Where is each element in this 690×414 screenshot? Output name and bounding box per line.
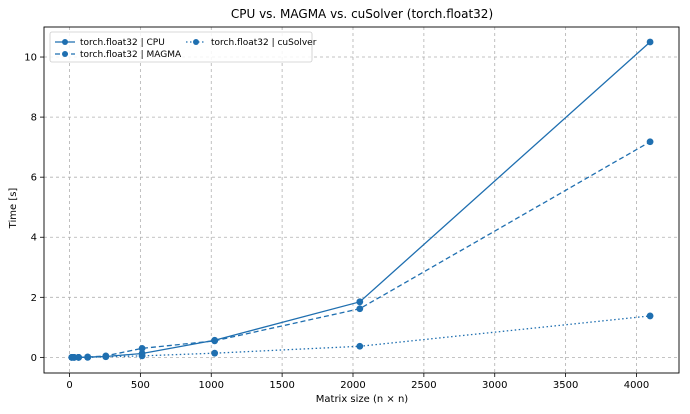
legend-label: torch.float32 | MAGMA — [80, 50, 182, 60]
y-tick-label: 0 — [31, 353, 37, 364]
y-tick-label: 2 — [31, 293, 37, 304]
data-point — [356, 298, 364, 306]
x-tick-label: 1000 — [199, 380, 224, 391]
data-point — [356, 305, 364, 313]
x-tick-label: 3000 — [482, 380, 507, 391]
data-point — [211, 349, 219, 357]
legend-marker — [62, 51, 68, 57]
legend-entry: torch.float32 | cuSolver — [186, 38, 317, 48]
y-axis-label: Time [s] — [8, 188, 19, 230]
y-tick-label: 10 — [24, 53, 37, 64]
data-point — [646, 312, 654, 320]
legend-marker — [193, 39, 199, 45]
legend-box — [49, 31, 313, 63]
x-tick-label: 2000 — [340, 380, 365, 391]
y-tick-label: 6 — [31, 173, 37, 184]
data-point — [356, 342, 364, 350]
series-group — [68, 38, 654, 361]
data-point — [84, 353, 92, 361]
legend-label: torch.float32 | cuSolver — [211, 38, 317, 48]
legend: torch.float32 | CPU torch.float32 | MAGMA… — [49, 31, 317, 63]
x-tick-label: 1500 — [269, 380, 294, 391]
chart-title: CPU vs. MAGMA vs. cuSolver (torch.float3… — [231, 7, 493, 21]
x-tick-label: 2500 — [411, 380, 436, 391]
axes: 0 500 1000 1500 2000 2500 3000 3500 4000 0 2 4 6 8 10 — [24, 26, 680, 391]
x-tick-label: 4000 — [624, 380, 649, 391]
x-tick-label: 0 — [66, 380, 72, 391]
legend-entry: torch.float32 | MAGMA — [55, 50, 182, 60]
x-tick-label: 3500 — [553, 380, 578, 391]
data-point — [211, 337, 219, 345]
data-point — [138, 352, 146, 360]
data-point — [646, 38, 654, 46]
legend-label: torch.float32 | CPU — [80, 38, 165, 48]
series-dotted — [68, 312, 654, 361]
data-point — [102, 353, 110, 361]
y-tick-label: 4 — [31, 233, 37, 244]
legend-marker — [62, 39, 68, 45]
legend-entry: torch.float32 | CPU — [55, 38, 165, 48]
data-point — [75, 353, 82, 361]
data-point — [138, 344, 146, 352]
x-tick-label: 500 — [131, 380, 150, 391]
plot-frame — [43, 26, 680, 374]
grid — [44, 27, 679, 373]
x-axis-label: Matrix size (n × n) — [316, 394, 409, 405]
y-tick-label: 8 — [31, 113, 37, 124]
data-point — [646, 138, 654, 146]
